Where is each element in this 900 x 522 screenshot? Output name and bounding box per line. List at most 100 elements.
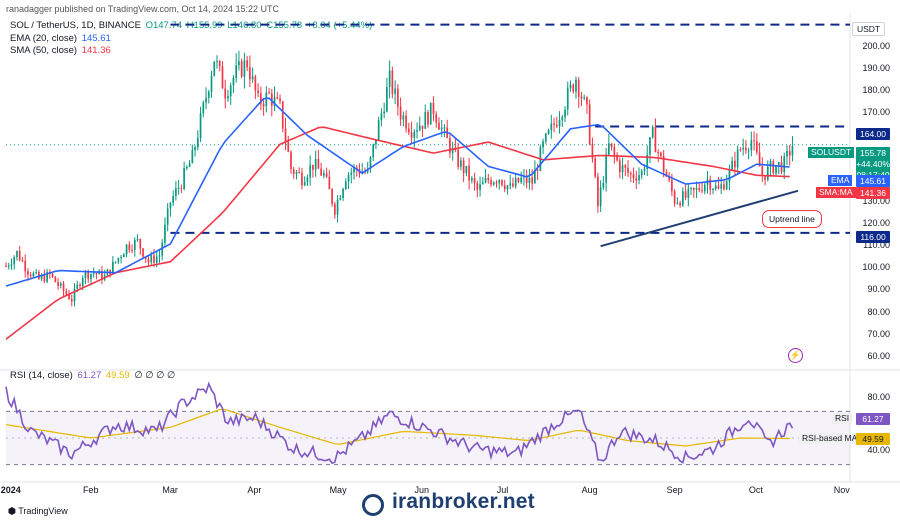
candle-body	[681, 191, 684, 206]
price-axis-tick: 80.00	[867, 306, 890, 317]
candle-body	[375, 140, 377, 145]
candle-body	[484, 178, 487, 183]
candle-body	[70, 299, 73, 302]
tradingview-logo-icon: ⬢	[8, 506, 16, 516]
uptrend-line-label[interactable]: Uptrend line	[762, 210, 822, 228]
candle-body	[90, 273, 92, 280]
candle-body	[172, 196, 175, 203]
price-axis-tick: 100.00	[862, 262, 890, 273]
rsi-price-tag: 61.27	[856, 413, 890, 425]
candle-body	[186, 166, 188, 169]
candle-body	[553, 123, 555, 125]
candle-body	[534, 169, 536, 184]
candle-body	[465, 165, 468, 174]
candle-body	[369, 157, 372, 169]
tradingview-brand: TradingView	[18, 506, 68, 516]
candle-body	[240, 61, 243, 77]
candle-body	[133, 239, 136, 250]
candle-body	[46, 271, 48, 282]
candle-body	[673, 191, 676, 204]
rsi-axis-tick: 80.00	[867, 392, 890, 402]
candle-body	[287, 141, 290, 152]
candle-body	[120, 257, 122, 259]
sma-legend[interactable]: SMA (50, close) 141.36	[10, 45, 113, 56]
candle-body	[742, 147, 744, 150]
candle-body	[580, 96, 583, 99]
candle-body	[624, 165, 627, 168]
candle-body	[268, 92, 270, 94]
candle-body	[377, 120, 380, 141]
candle-body	[347, 174, 350, 182]
rsi-legend[interactable]: RSI (14, close) 61.27 49.59 ∅ ∅ ∅ ∅	[10, 370, 177, 381]
candle-body	[196, 137, 199, 148]
rsi-line	[5, 381, 794, 465]
candle-body	[649, 137, 651, 155]
candle-body	[339, 198, 342, 200]
candle-body	[555, 124, 558, 127]
rsi-label: RSI (14, close)	[10, 370, 73, 381]
candle-body	[383, 111, 386, 114]
candle-body	[27, 271, 29, 275]
candle-body	[125, 244, 128, 255]
candle-body	[175, 188, 177, 197]
candle-body	[388, 70, 391, 88]
candle-body	[122, 254, 125, 258]
candle-body	[476, 183, 479, 190]
candle-body	[473, 177, 476, 184]
candle-body	[306, 177, 309, 183]
candle-body	[150, 255, 153, 263]
ema-label: EMA (20, close)	[10, 33, 78, 44]
candle-body	[301, 172, 303, 186]
candle-body	[501, 179, 503, 186]
candle-body	[438, 122, 440, 130]
candle-body	[249, 67, 251, 80]
candle-body	[139, 239, 142, 249]
candle-body	[21, 260, 24, 262]
candle-body	[279, 98, 281, 102]
candle-body	[755, 141, 758, 153]
candle-body	[728, 169, 731, 182]
candle-body	[449, 138, 451, 153]
ema-price-tag: 145.61	[856, 175, 890, 187]
sma-value: 141.36	[81, 45, 111, 56]
candle-body	[616, 155, 618, 161]
candle-body	[468, 165, 470, 181]
candle-body	[191, 149, 194, 164]
candle-body	[405, 115, 407, 129]
price-axis-tick: 200.00	[862, 40, 890, 51]
candle-body	[684, 191, 687, 198]
candle-body	[492, 182, 495, 185]
candle-body	[413, 131, 416, 138]
publish-header: ranadagger published on TradingView.com,…	[6, 4, 280, 14]
candle-body	[575, 79, 577, 92]
rsi-ma-name-tag: RSI-based MA	[799, 433, 861, 444]
candle-body	[435, 114, 438, 123]
candle-body	[599, 187, 602, 207]
currency-unit[interactable]: USDT	[852, 22, 886, 36]
time-axis-label: Mar	[162, 485, 178, 495]
candle-body	[243, 60, 246, 77]
candle-body	[117, 257, 120, 262]
ema-name-tag: EMA	[828, 175, 853, 186]
candle-body	[564, 109, 566, 118]
time-axis-label: Jul	[496, 485, 509, 495]
candle-body	[643, 168, 646, 172]
ema-legend[interactable]: EMA (20, close) 145.61	[10, 33, 113, 44]
candle-body	[207, 91, 210, 98]
candle-body	[734, 160, 736, 168]
candle-body	[739, 149, 742, 151]
candle-body	[772, 161, 775, 174]
tradingview-footer[interactable]: ⬢ TradingView	[8, 506, 68, 517]
candle-body	[169, 202, 172, 209]
candle-body	[577, 79, 580, 97]
candle-body	[736, 149, 739, 168]
candle-body	[407, 128, 410, 133]
candle-body	[544, 133, 547, 142]
candle-body	[613, 147, 616, 156]
candle-body	[610, 143, 613, 148]
candle-body	[276, 97, 279, 99]
low-value: L146.80	[227, 20, 262, 31]
flash-icon[interactable]: ⚡	[788, 348, 803, 363]
candle-body	[180, 187, 183, 189]
